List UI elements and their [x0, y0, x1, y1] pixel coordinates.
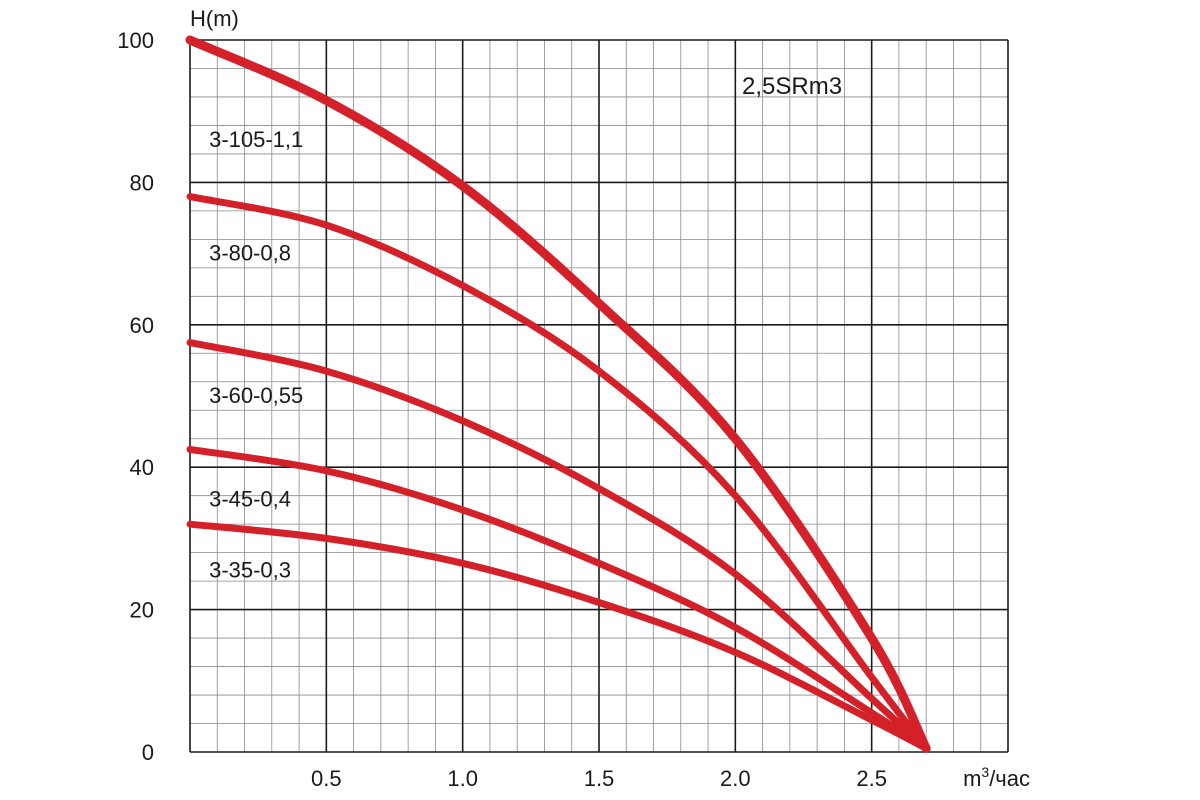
series-curve-3-60-0,55	[186, 339, 930, 752]
x-tick-label: 2.5	[856, 766, 887, 791]
x-tick-label: 0.5	[311, 766, 342, 791]
y-axis-title: H(m)	[190, 6, 239, 31]
series-label: 3-60-0,55	[209, 383, 303, 408]
series-labels: 3-105-1,1 3-80-0,8 3-60-0,55 3-45-0,4 3-35-0…	[209, 127, 303, 583]
series-label: 3-80-0,8	[209, 241, 291, 266]
series-curve-3-35-0,3	[186, 520, 930, 752]
series-label: 3-35-0,3	[209, 558, 291, 583]
series-curve-3-105-1,1	[185, 35, 931, 753]
series-label: 3-45-0,4	[209, 486, 291, 511]
y-tick-label: 0	[142, 740, 154, 765]
y-tick-label: 40	[130, 455, 154, 480]
x-tick-label: 2.0	[720, 766, 751, 791]
y-axis-ticks: 0 20 40 60 80 100	[117, 28, 154, 765]
y-tick-label: 20	[130, 598, 154, 623]
y-tick-label: 100	[117, 28, 154, 53]
x-axis-title-sup: 3	[981, 764, 989, 780]
major-grid	[189, 39, 1009, 753]
series-curve-3-80-0,8	[186, 193, 930, 752]
series-curves	[185, 35, 931, 753]
x-axis-title-main: m	[963, 766, 981, 791]
x-axis-title-rest: /час	[989, 766, 1030, 791]
x-axis-ticks: 0.5 1.0 1.5 2.0 2.5	[311, 766, 887, 791]
y-tick-label: 60	[130, 313, 154, 338]
x-tick-label: 1.5	[584, 766, 615, 791]
series-curve-3-45-0,4	[186, 445, 930, 752]
x-tick-label: 1.0	[447, 766, 478, 791]
y-tick-label: 80	[130, 170, 154, 195]
chart-title: 2,5SRm3	[742, 73, 842, 100]
series-label: 3-105-1,1	[209, 127, 303, 152]
x-axis-title: m3/час	[963, 764, 1030, 791]
